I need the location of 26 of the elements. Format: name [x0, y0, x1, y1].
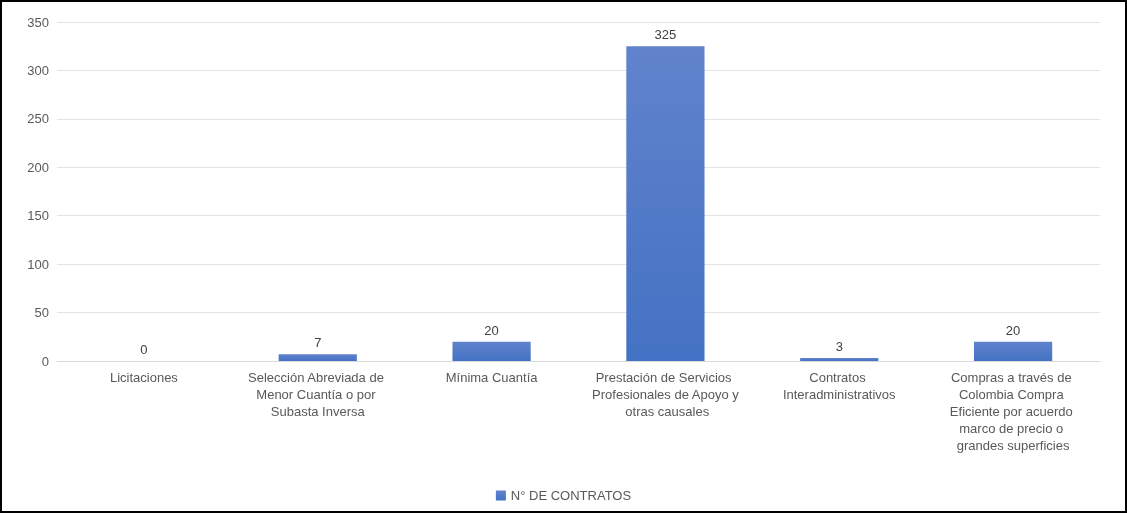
- x-tick-label: Contratos Interadministrativos: [782, 370, 897, 402]
- y-tick-label: 100: [27, 256, 49, 272]
- bar: [452, 341, 531, 361]
- y-tick-label: 300: [27, 62, 49, 78]
- x-tick-label: Compras a través de Colombia Compra Eficiente por acuerdo marco de precio o grandes superficies: [949, 370, 1077, 453]
- bar: [278, 354, 357, 361]
- data-label: 325: [654, 27, 677, 43]
- x-tick-label: Mínima Cuantía: [445, 370, 539, 385]
- y-tick-label: 350: [27, 14, 49, 30]
- y-tick-label: 250: [27, 111, 49, 127]
- data-label: 3: [835, 339, 843, 355]
- y-tick-label: 50: [34, 305, 49, 321]
- y-tick-label: 200: [27, 159, 49, 175]
- y-tick-label: 150: [27, 208, 49, 224]
- data-label: 20: [1005, 322, 1021, 338]
- x-tick-label: Prestación de Servicios Profesionales de Apoyo y otras causales: [592, 370, 740, 419]
- data-label: 0: [140, 342, 148, 357]
- bar: [626, 46, 705, 361]
- x-tick-label: Selección Abreviada de Menor Cuantía o por Subasta Inversa: [248, 370, 388, 419]
- data-label: 20: [484, 322, 499, 338]
- bar: [800, 358, 879, 361]
- y-tick-label: 0: [41, 353, 49, 369]
- x-tick-label: Licitaciones: [109, 370, 179, 385]
- bar: [973, 341, 1053, 361]
- legend-label: N° DE CONTRATOS: [510, 488, 632, 503]
- data-label: 7: [314, 335, 322, 351]
